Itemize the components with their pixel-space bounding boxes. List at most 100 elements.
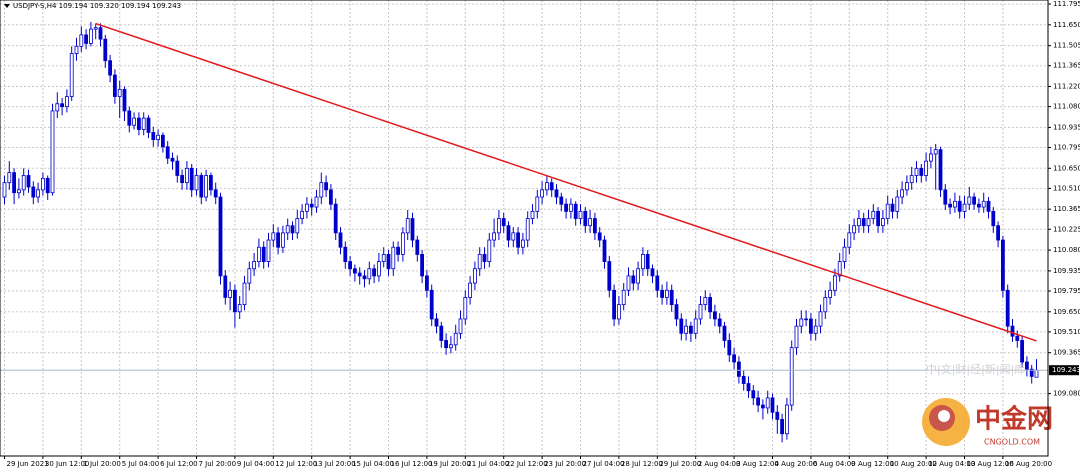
candle-body (1020, 340, 1024, 363)
candle-body (156, 134, 161, 141)
x-tick-label: 10 Aug 20:00 (890, 460, 937, 468)
watermark-url: CNGOLD.COM (984, 438, 1040, 447)
candle-body (660, 289, 664, 298)
candle-body (626, 275, 631, 291)
candle-body (343, 246, 348, 262)
logo-dot (938, 410, 950, 422)
candle-body (16, 189, 21, 194)
candle-body (84, 34, 88, 44)
candle-body (381, 254, 386, 262)
y-tick-label: 109.080 (1053, 390, 1080, 398)
x-tick-label: 19 Jul 20:00 (429, 460, 471, 468)
candle-body (861, 218, 866, 227)
candle-body (996, 225, 1000, 241)
candle-body (458, 318, 463, 334)
candle-body (602, 239, 607, 262)
candle-body (468, 282, 473, 298)
candle-body (319, 182, 324, 198)
candle-body (573, 203, 578, 219)
candle-body (698, 304, 703, 320)
x-tick-label: 23 Jul 20:00 (544, 460, 586, 468)
x-tick-label: 3 Aug 12:00 (736, 460, 779, 468)
candle-body (415, 239, 420, 255)
candle-body (953, 200, 957, 208)
candle-body (852, 225, 856, 234)
candle-body (794, 325, 799, 349)
candle-body (876, 210, 880, 227)
candle-body (103, 38, 108, 62)
candle-body (636, 268, 640, 284)
candle-body (857, 218, 861, 227)
candle-body (689, 325, 693, 334)
candle-body (213, 189, 218, 198)
candle-body (617, 304, 621, 320)
candle-body (492, 232, 497, 241)
candle-body (300, 210, 305, 219)
y-tick-label: 111.080 (1053, 103, 1080, 111)
candle-body (362, 275, 367, 280)
candle-body (981, 200, 986, 208)
candle-body (905, 182, 909, 191)
candle-body (847, 232, 852, 248)
y-tick-label: 109.795 (1053, 287, 1080, 295)
candle-body (962, 203, 967, 212)
candle-body (775, 411, 780, 420)
candle-body (482, 254, 487, 262)
candle-body (991, 210, 996, 227)
candle-body (295, 218, 300, 234)
candle-body (765, 397, 770, 409)
candle-body (578, 210, 583, 219)
candle-body (444, 340, 449, 349)
candle-body (929, 153, 933, 162)
candle-body (703, 297, 708, 306)
candle-body (184, 167, 189, 184)
y-tick-label: 111.365 (1053, 62, 1080, 70)
price-label: 109.243 (1052, 366, 1080, 374)
candle-body (1005, 289, 1010, 327)
candle-body (242, 282, 247, 306)
candle-body (669, 289, 674, 306)
candle-body (7, 172, 12, 184)
candle-body (439, 325, 444, 341)
candle-body (204, 175, 209, 198)
candle-body (866, 218, 871, 227)
candle-body (919, 167, 924, 176)
candle-body (909, 175, 914, 184)
candle-body (813, 325, 818, 334)
candle-body (122, 88, 127, 112)
candle-body (65, 96, 69, 108)
candle-body (324, 182, 329, 191)
candle-body (684, 325, 688, 334)
x-tick-label: 1 Jul 20:00 (83, 460, 121, 468)
candle-body (232, 289, 237, 313)
candle-body (271, 232, 276, 241)
candle-body (391, 246, 396, 270)
candle-body (717, 318, 722, 327)
candle-body (785, 404, 789, 435)
x-tick-label: 30 Jun 12:00 (45, 460, 89, 468)
y-tick-label: 110.225 (1053, 225, 1080, 233)
candle-body (564, 203, 568, 212)
x-tick-label: 22 Jul 12:00 (506, 460, 548, 468)
x-tick-label: 21 Jul 04:00 (467, 460, 509, 468)
candle-body (549, 182, 554, 191)
candle-body (746, 383, 751, 392)
candle-body (410, 218, 415, 241)
x-tick-label: 5 Jul 04:00 (122, 460, 160, 468)
x-tick-label: 29 Jul 20:00 (659, 460, 701, 468)
candle-body (280, 232, 285, 248)
candle-body (261, 246, 266, 262)
candle-body (1015, 335, 1020, 341)
candle-body (957, 200, 962, 212)
candle-body (170, 157, 175, 162)
watermark-name: 中金网 (975, 404, 1053, 435)
y-tick-label: 111.795 (1053, 0, 1080, 8)
candle-body (545, 182, 549, 191)
candle-body (136, 117, 141, 130)
candle-body (352, 268, 357, 274)
candle-body (228, 289, 233, 298)
candle-body (828, 289, 832, 298)
candle-body (223, 275, 228, 298)
candle-body (770, 397, 775, 413)
